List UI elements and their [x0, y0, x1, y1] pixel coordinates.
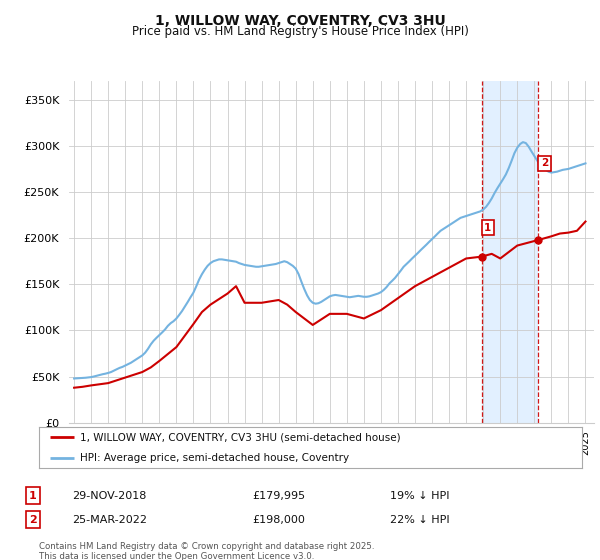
- Text: 1: 1: [484, 223, 491, 233]
- Text: 19% ↓ HPI: 19% ↓ HPI: [390, 491, 449, 501]
- Text: Contains HM Land Registry data © Crown copyright and database right 2025.
This d: Contains HM Land Registry data © Crown c…: [39, 542, 374, 560]
- Text: 1, WILLOW WAY, COVENTRY, CV3 3HU: 1, WILLOW WAY, COVENTRY, CV3 3HU: [155, 14, 445, 28]
- Text: Price paid vs. HM Land Registry's House Price Index (HPI): Price paid vs. HM Land Registry's House …: [131, 25, 469, 38]
- Text: 2: 2: [541, 158, 548, 168]
- Text: 1: 1: [29, 491, 37, 501]
- Text: 22% ↓ HPI: 22% ↓ HPI: [390, 515, 449, 525]
- Text: HPI: Average price, semi-detached house, Coventry: HPI: Average price, semi-detached house,…: [80, 452, 349, 463]
- Bar: [482, 81, 538, 423]
- Text: £198,000: £198,000: [252, 515, 305, 525]
- Text: 1, WILLOW WAY, COVENTRY, CV3 3HU (semi-detached house): 1, WILLOW WAY, COVENTRY, CV3 3HU (semi-d…: [80, 432, 400, 442]
- Text: 25-MAR-2022: 25-MAR-2022: [72, 515, 147, 525]
- Text: 29-NOV-2018: 29-NOV-2018: [72, 491, 146, 501]
- Text: £179,995: £179,995: [252, 491, 305, 501]
- Text: 2: 2: [29, 515, 37, 525]
